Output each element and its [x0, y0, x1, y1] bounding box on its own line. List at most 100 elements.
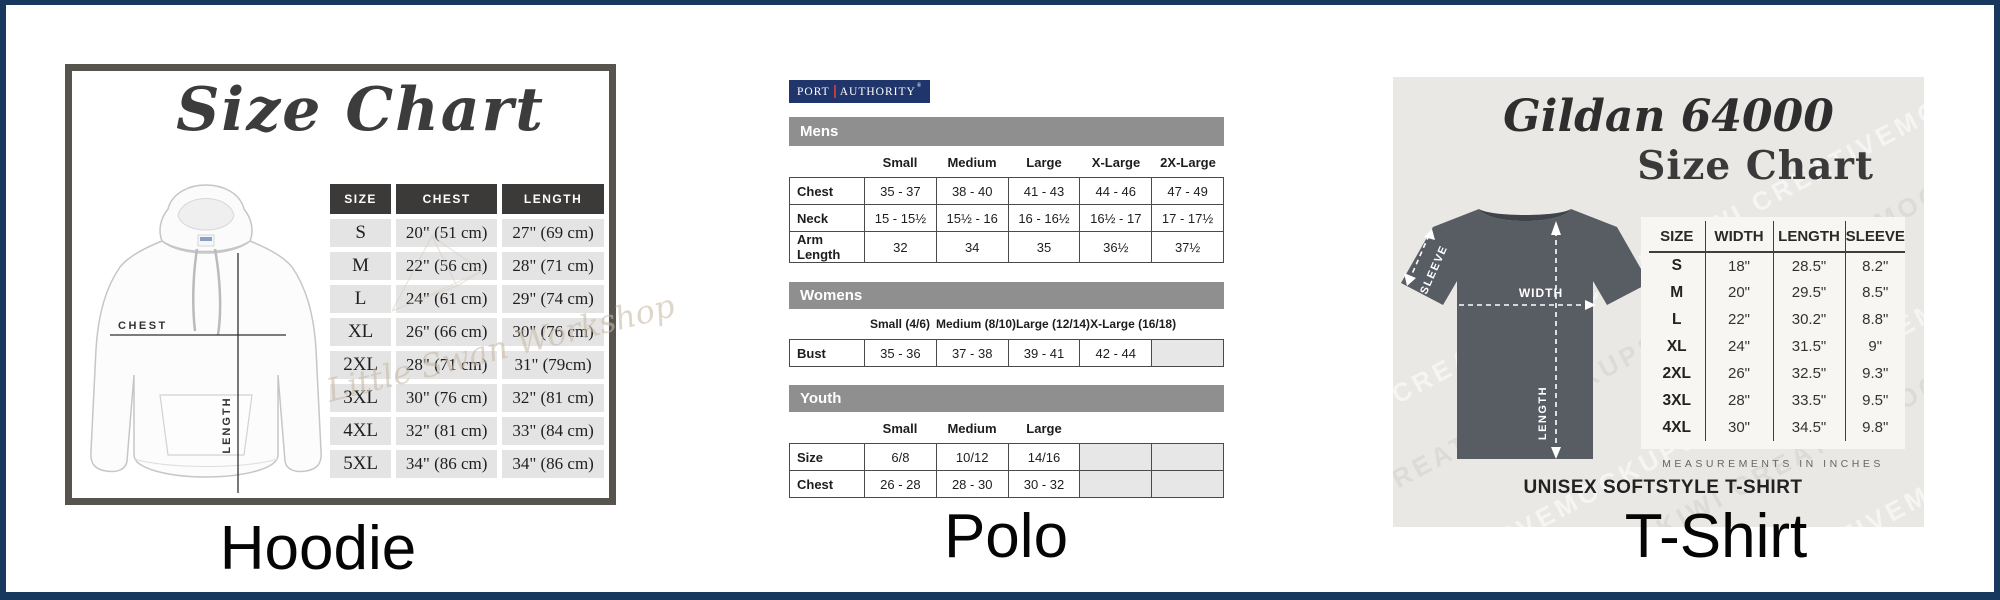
length-measure-label: LENGTH — [1537, 386, 1549, 440]
tshirt-size-cell: M — [1670, 283, 1684, 301]
tshirt-value-cell: 34.5" — [1772, 414, 1845, 441]
hoodie-size-cell: 2XL — [330, 351, 392, 379]
tshirt-value-cell: 9" — [1844, 333, 1905, 360]
tshirt-value-cell: 31.5" — [1772, 333, 1845, 360]
tshirt-value-cell: 30" — [1704, 414, 1773, 441]
tshirt-value-cell: 8.2" — [1844, 252, 1905, 279]
hoodie-size-cell: 3XL — [330, 384, 392, 412]
hoodie-column-header: SIZE — [330, 184, 392, 214]
tshirt-size-table: SIZE WIDTH LENGTH SLEEVE S 18" 28.5" 8.2" M 20" 2… — [1649, 221, 1905, 441]
polo-value-cell: 41 - 43 — [1007, 177, 1081, 205]
hoodie-value-cell: 29" (74 cm) — [502, 285, 604, 313]
hoodie-size-cell: 4XL — [330, 417, 392, 445]
tshirt-subtitle: UNISEX SOFTSTYLE T-SHIRT — [1523, 477, 1803, 498]
tshirt-size-cell: S — [1671, 257, 1682, 274]
tshirt-title-bold: Size Chart — [1637, 143, 1874, 189]
tshirt-table-card: SIZE WIDTH LENGTH SLEEVE S 18" 28.5" 8.2" M 20" 2… — [1641, 217, 1905, 449]
polo-value-cell: 16 - 16½ — [1007, 204, 1081, 232]
hoodie-column-header: LENGTH — [502, 184, 604, 214]
hoodie-size-cell: XL — [330, 318, 392, 346]
polo-value-cell: 32 — [864, 231, 937, 263]
registered-mark: ® — [916, 83, 923, 89]
port-authority-logo: PORT AUTHORITY ® — [789, 80, 931, 103]
polo-value-cell: 38 - 40 — [935, 177, 1009, 205]
hoodie-size-cell: M — [330, 252, 392, 280]
polo-empty-cell — [1079, 443, 1153, 471]
hoodie-value-cell: 28" (71 cm) — [502, 252, 604, 280]
polo-column-header: Large (12/14) — [1016, 317, 1091, 331]
polo-value-cell: 26 - 28 — [864, 470, 937, 498]
hoodie-size-cell: S — [330, 219, 392, 247]
polo-section-header-mens: Mens — [789, 117, 1224, 146]
polo-empty-cell — [1151, 443, 1224, 471]
tshirt-column-header: LENGTH — [1772, 221, 1845, 253]
tshirt-title-script: Gildan 64000 — [1503, 91, 1834, 142]
tshirt-value-cell: 29.5" — [1772, 279, 1845, 306]
polo-value-cell: 35 — [1007, 231, 1081, 263]
polo-column-header — [1152, 421, 1224, 443]
polo-youth-table: Size 6/8 10/12 14/16 Chest 26 - 28 28 - 30 30 -… — [789, 443, 1224, 498]
tshirt-size-cell: L — [1672, 310, 1682, 328]
tshirt-value-cell: 9.3" — [1844, 360, 1905, 387]
tshirt-value-cell: 24" — [1704, 333, 1773, 360]
polo-mens-column-headers: Small Medium Large X-Large 2X-Large — [789, 155, 1224, 177]
brand-text-authority: AUTHORITY — [839, 85, 916, 98]
polo-column-header: Large — [1026, 155, 1062, 170]
hoodie-caption: Hoodie — [219, 514, 417, 583]
hoodie-value-cell: 32" (81 cm) — [502, 384, 604, 412]
polo-column-header — [1176, 317, 1248, 339]
polo-value-cell: 16½ - 17 — [1079, 204, 1153, 232]
polo-column-header: Small — [882, 421, 918, 436]
hoodie-drawstring-left — [192, 248, 199, 332]
polo-column-header: Medium — [947, 421, 997, 436]
polo-column-header: Small (4/6) — [869, 317, 931, 331]
tshirt-value-cell: 33.5" — [1772, 387, 1845, 414]
polo-row-label: Size — [789, 443, 865, 471]
polo-value-cell: 47 - 49 — [1151, 177, 1224, 205]
width-arrowhead-right — [1585, 300, 1596, 310]
hoodie-value-cell: 34" (86 cm) — [502, 450, 604, 478]
tshirt-value-cell: 22" — [1704, 306, 1773, 333]
brand-red-divider — [833, 85, 836, 98]
polo-value-cell: 14/16 — [1007, 443, 1081, 471]
tshirt-panel: CREATIVEMOCKUPSKIWI CREATIVEMOCKUPSKIWI … — [1393, 77, 1924, 527]
polo-value-cell: 39 - 41 — [1007, 339, 1081, 367]
polo-value-cell: 36½ — [1079, 231, 1153, 263]
polo-value-cell: 15½ - 16 — [935, 204, 1009, 232]
section-title: Mens — [800, 123, 839, 140]
length-arrowhead-up — [1551, 221, 1561, 235]
polo-column-header: Large — [1026, 421, 1062, 436]
width-measure-label: WIDTH — [1519, 286, 1563, 300]
hoodie-value-cell: 28" (71 cm) — [396, 351, 498, 379]
polo-value-cell: 6/8 — [864, 443, 937, 471]
polo-caption: Polo — [943, 502, 1069, 571]
tshirt-value-cell: 9.5" — [1844, 387, 1905, 414]
hoodie-panel-title: Size Chart — [176, 75, 545, 145]
tshirt-body-shape — [1401, 209, 1649, 459]
hoodie-size-cell: L — [330, 285, 392, 313]
hoodie-hem-rib — [133, 458, 279, 467]
polo-empty-cell — [1151, 470, 1224, 498]
brand-text-port: PORT — [797, 85, 830, 98]
hoodie-value-cell: 30" (76 cm) — [502, 318, 604, 346]
hoodie-value-cell: 30" (76 cm) — [396, 384, 498, 412]
hoodie-panel: Size Chart CHEST LENGTH SIZE CHEST LENGTH … — [65, 64, 678, 505]
hoodie-size-cell: 5XL — [330, 450, 392, 478]
tshirt-column-header: SIZE — [1649, 221, 1705, 253]
polo-value-cell: 30 - 32 — [1007, 470, 1081, 498]
polo-value-cell: 42 - 44 — [1079, 339, 1153, 367]
hoodie-value-cell: 26" (66 cm) — [396, 318, 498, 346]
polo-row-label: Bust — [789, 339, 865, 367]
polo-empty-cell — [1151, 339, 1224, 367]
polo-column-header: Medium (8/10) — [936, 317, 1017, 331]
section-title: Youth — [800, 390, 842, 407]
polo-column-header — [1080, 421, 1152, 443]
tshirt-image: SLEEVE WIDTH LENGTH — [1401, 209, 1649, 459]
hoodie-hood-opening — [177, 198, 235, 231]
tshirt-collar — [1479, 209, 1571, 221]
polo-value-cell: 44 - 46 — [1079, 177, 1153, 205]
tshirt-value-cell: 28.5" — [1772, 252, 1845, 279]
polo-mens-table: Chest 35 - 37 38 - 40 41 - 43 44 - 46 47 - 49… — [789, 177, 1224, 263]
length-arrowhead-down — [1551, 447, 1561, 459]
